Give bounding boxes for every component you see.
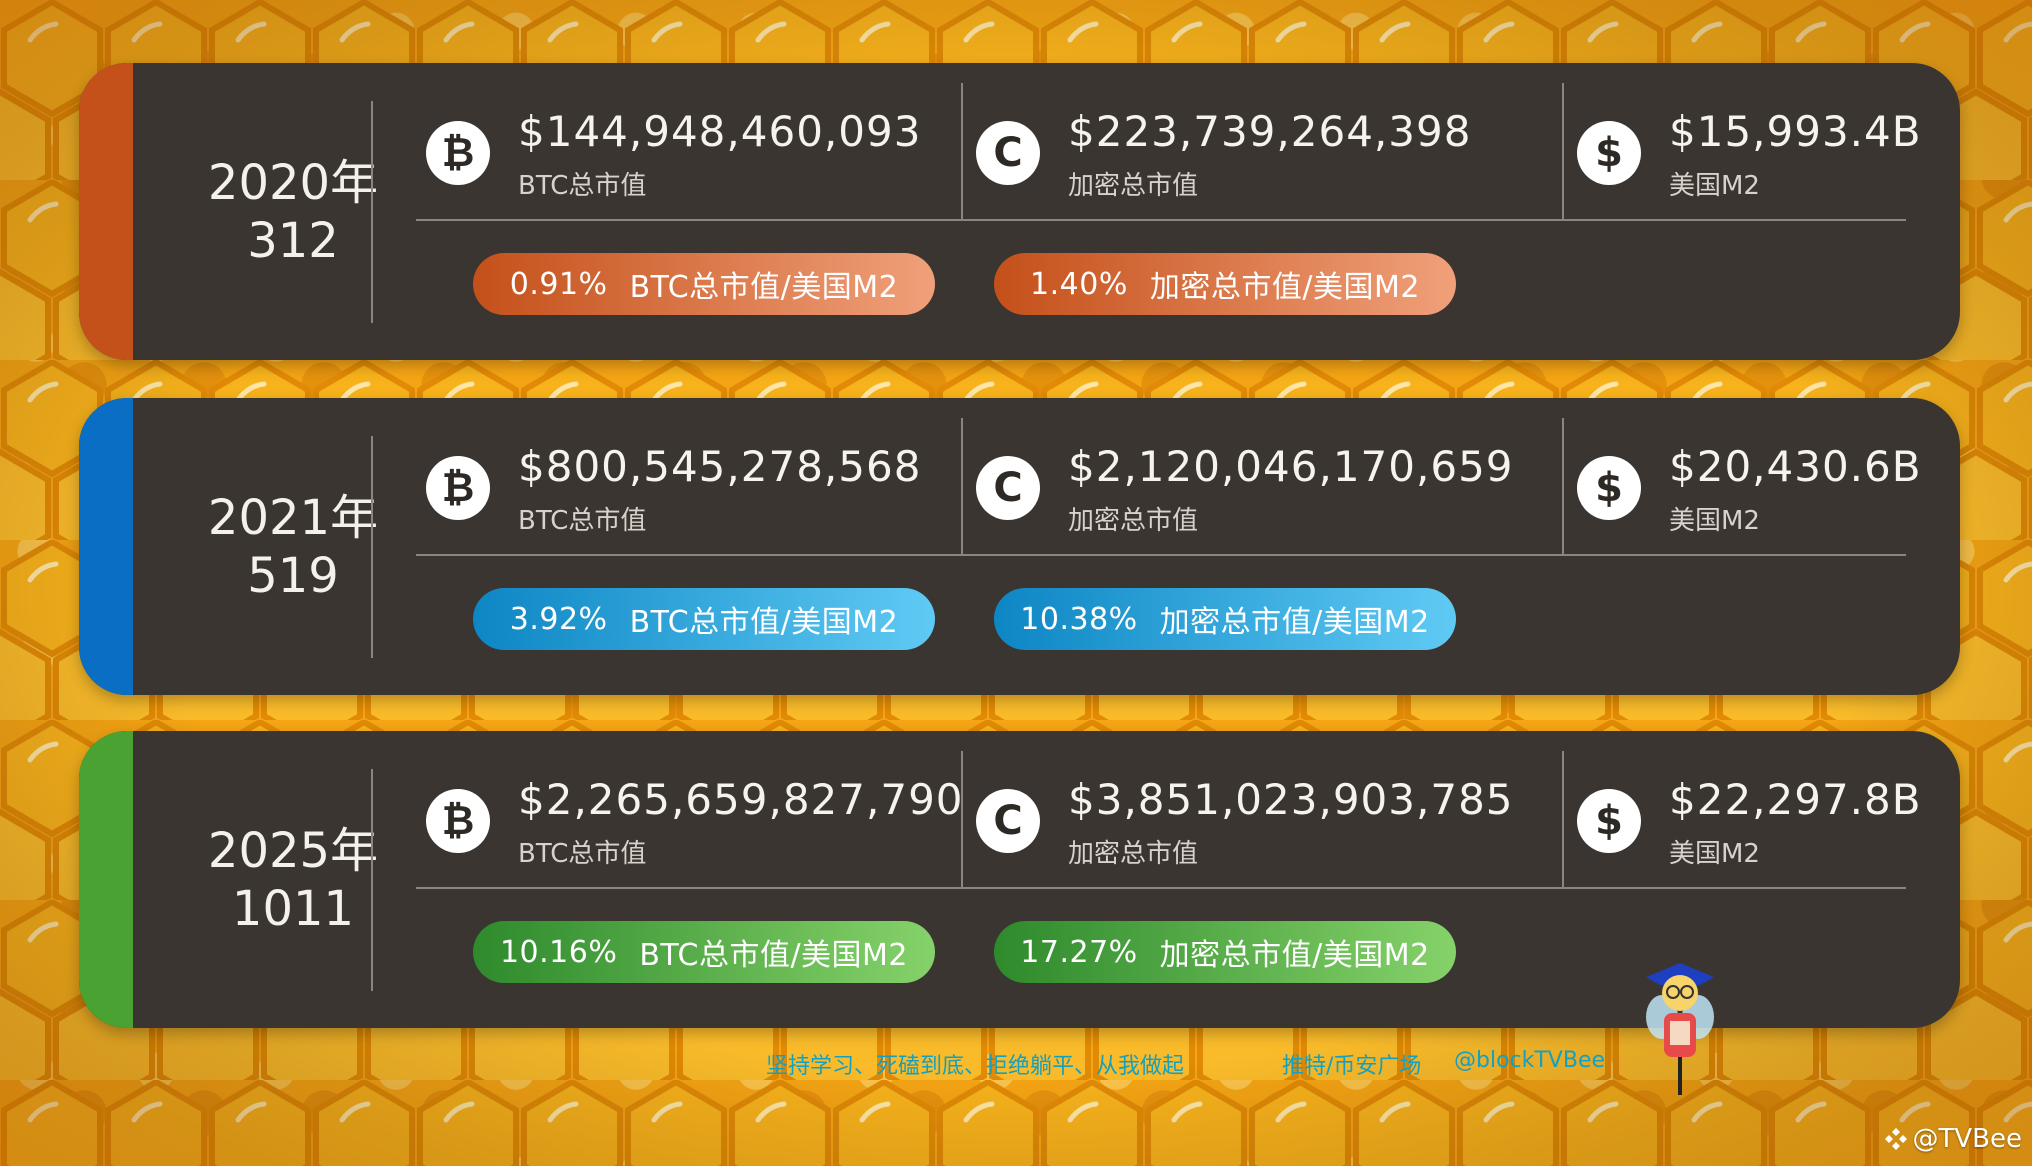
crypto-m2-ratio-label: 加密总市值/美国M2 <box>1149 270 1420 305</box>
card-accent-bar <box>79 63 133 360</box>
column-divider <box>1562 751 1564 887</box>
btc-market-cap-value: $144,948,460,093 <box>518 107 922 156</box>
crypto-m2-ratio-value: 17.27% <box>1020 934 1138 970</box>
year-text: 2021年 <box>207 489 379 546</box>
bee-mascot-icon <box>1646 963 1714 1095</box>
us-m2-value: $20,430.6B <box>1669 442 1922 491</box>
bitcoin-icon: ₿ <box>426 456 490 520</box>
btc-m2-ratio-label: BTC总市值/美国M2 <box>639 938 909 973</box>
date-text: 312 <box>247 212 339 269</box>
vertical-divider <box>371 101 373 323</box>
crypto-m2-ratio-value: 1.40% <box>1030 266 1128 302</box>
us-m2-label: 美国M2 <box>1669 506 1760 536</box>
us-m2-label: 美国M2 <box>1669 839 1760 869</box>
year-card: 2025年 1011 ₿ $2,265,659,827,790 BTC总市值 C… <box>79 731 1960 1028</box>
dollar-icon: $ <box>1577 456 1641 520</box>
column-divider <box>1562 83 1564 219</box>
dollar-icon: $ <box>1577 121 1641 185</box>
column-divider <box>961 751 963 887</box>
btc-m2-ratio-value: 0.91% <box>509 266 608 302</box>
bitcoin-icon: ₿ <box>426 789 490 853</box>
horizontal-divider <box>416 887 1906 889</box>
date-text: 519 <box>247 547 339 604</box>
date-text: 1011 <box>231 880 355 937</box>
crypto-market-cap-value: $2,120,046,170,659 <box>1068 442 1514 491</box>
us-m2-value: $15,993.4B <box>1669 107 1922 156</box>
us-m2-label: 美国M2 <box>1669 171 1760 201</box>
btc-m2-ratio-pill: 10.16% BTC总市值/美国M2 <box>473 921 935 983</box>
crypto-coin-icon: C <box>976 789 1040 853</box>
year-label: 2020年 312 <box>133 63 453 360</box>
crypto-m2-ratio-label: 加密总市值/美国M2 <box>1159 605 1430 640</box>
year-card: 2021年 519 ₿ $800,545,278,568 BTC总市值 C $2… <box>79 398 1960 695</box>
btc-m2-ratio-value: 10.16% <box>499 934 618 970</box>
bitcoin-icon: ₿ <box>426 121 490 185</box>
btc-market-cap-label: BTC总市值 <box>518 506 647 536</box>
footer-handle[interactable]: @blockTVBee <box>1454 1048 1606 1073</box>
btc-m2-ratio-value: 3.92% <box>509 601 608 637</box>
crypto-market-cap-label: 加密总市值 <box>1068 171 1199 201</box>
horizontal-divider <box>416 554 1906 556</box>
footer-slogan: 坚持学习、死磕到底、拒绝躺平、从我做起 <box>766 1054 1185 1079</box>
btc-m2-ratio-label: BTC总市值/美国M2 <box>629 605 899 640</box>
crypto-market-cap-value: $223,739,264,398 <box>1068 107 1472 156</box>
crypto-market-cap-value: $3,851,023,903,785 <box>1068 775 1514 824</box>
year-card: 2020年 312 ₿ $144,948,460,093 BTC总市值 C $2… <box>79 63 1960 360</box>
vertical-divider <box>371 436 373 658</box>
watermark-text: @TVBee <box>1912 1124 2023 1154</box>
year-label: 2021年 519 <box>133 398 453 695</box>
card-accent-bar <box>79 731 133 1028</box>
horizontal-divider <box>416 219 1906 221</box>
btc-market-cap-label: BTC总市值 <box>518 171 647 201</box>
crypto-coin-icon: C <box>976 121 1040 185</box>
crypto-m2-ratio-pill: 10.38% 加密总市值/美国M2 <box>994 588 1456 650</box>
column-divider <box>961 83 963 219</box>
us-m2-value: $22,297.8B <box>1669 775 1922 824</box>
btc-m2-ratio-pill: 0.91% BTC总市值/美国M2 <box>473 253 935 315</box>
crypto-market-cap-label: 加密总市值 <box>1068 506 1199 536</box>
column-divider <box>961 418 963 554</box>
binance-logo-icon <box>1884 1128 1907 1150</box>
footer-channel: 推特/币安广场 <box>1282 1054 1422 1079</box>
btc-market-cap-value: $2,265,659,827,790 <box>518 775 964 824</box>
year-text: 2020年 <box>207 154 379 211</box>
watermark: @TVBee <box>1883 1124 2023 1154</box>
year-label: 2025年 1011 <box>133 731 453 1028</box>
crypto-coin-icon: C <box>976 456 1040 520</box>
dollar-icon: $ <box>1577 789 1641 853</box>
btc-m2-ratio-label: BTC总市值/美国M2 <box>629 270 899 305</box>
crypto-market-cap-label: 加密总市值 <box>1068 839 1199 869</box>
crypto-m2-ratio-label: 加密总市值/美国M2 <box>1159 938 1430 973</box>
crypto-m2-ratio-pill: 17.27% 加密总市值/美国M2 <box>994 921 1456 983</box>
column-divider <box>1562 418 1564 554</box>
btc-market-cap-label: BTC总市值 <box>518 839 647 869</box>
btc-m2-ratio-pill: 3.92% BTC总市值/美国M2 <box>473 588 935 650</box>
btc-market-cap-value: $800,545,278,568 <box>518 442 922 491</box>
year-text: 2025年 <box>207 822 379 879</box>
card-accent-bar <box>79 398 133 695</box>
crypto-m2-ratio-pill: 1.40% 加密总市值/美国M2 <box>994 253 1456 315</box>
vertical-divider <box>371 769 373 991</box>
crypto-m2-ratio-value: 10.38% <box>1020 601 1138 637</box>
